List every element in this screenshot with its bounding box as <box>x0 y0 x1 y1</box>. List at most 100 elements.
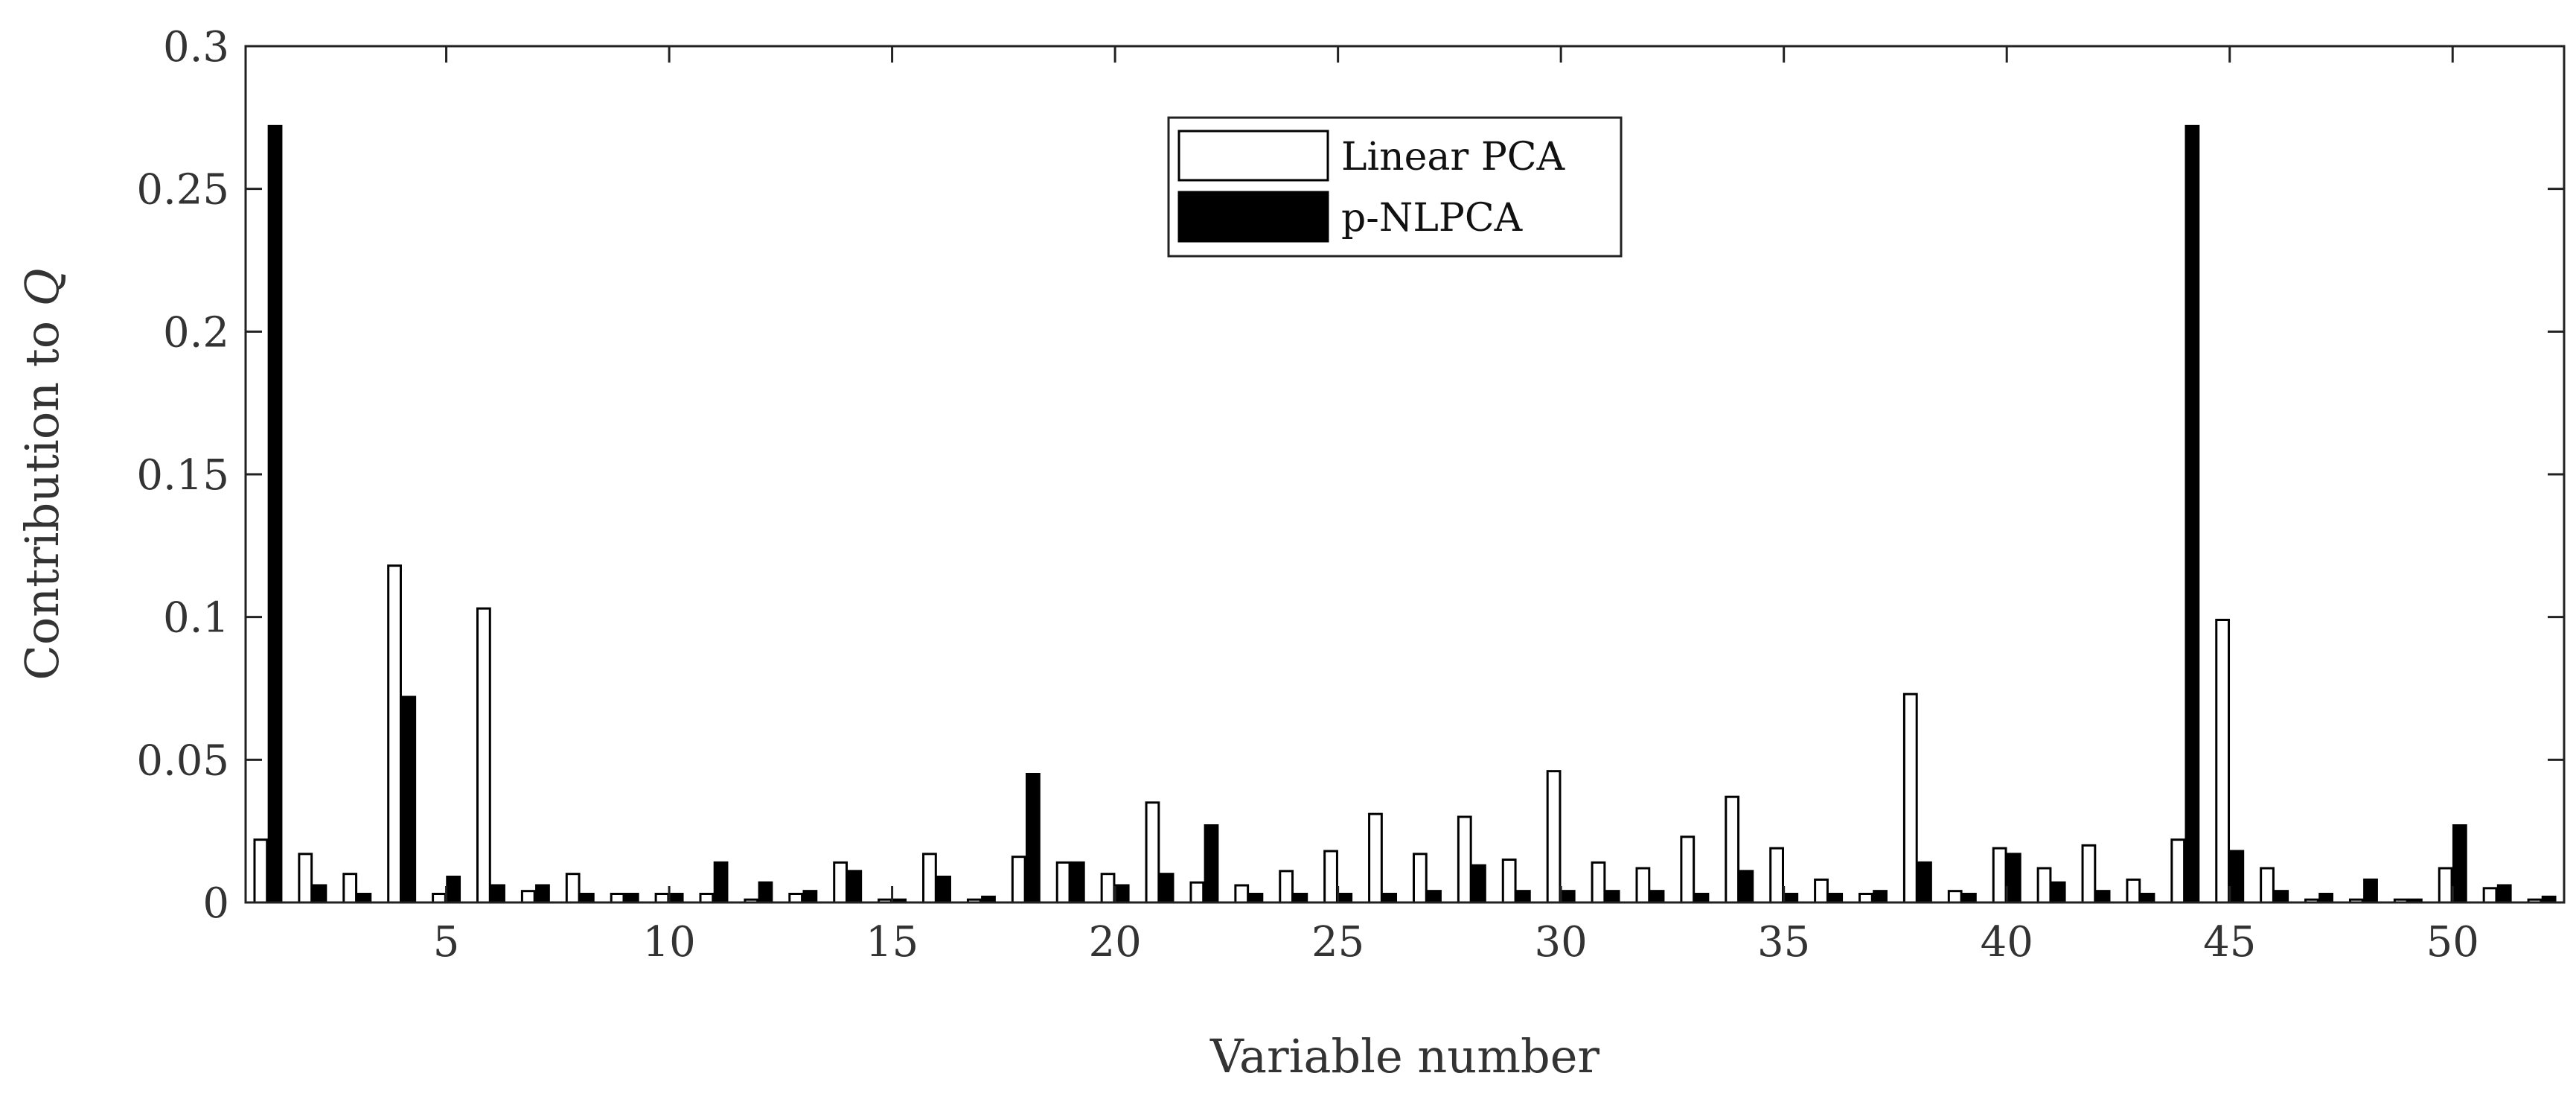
bar-linear-pca-28 <box>1457 815 1472 904</box>
bar-linear-pca-3 <box>342 873 358 904</box>
bar-p-nlpca-5 <box>446 876 461 904</box>
bar-linear-pca-30 <box>1546 770 1562 904</box>
bar-linear-pca-27 <box>1412 853 1428 904</box>
bar-p-nlpca-3 <box>357 893 372 904</box>
bar-p-nlpca-42 <box>2095 890 2111 904</box>
bar-p-nlpca-14 <box>847 870 863 904</box>
y-tick-label-2: 0.1 <box>163 594 229 643</box>
bar-linear-pca-19 <box>1055 861 1071 904</box>
bar-linear-pca-5 <box>432 893 447 904</box>
bar-linear-pca-22 <box>1189 881 1205 904</box>
bar-linear-pca-6 <box>476 607 491 904</box>
bar-p-nlpca-10 <box>668 893 684 904</box>
bar-p-nlpca-27 <box>1427 890 1442 904</box>
bar-p-nlpca-46 <box>2274 890 2289 904</box>
bar-p-nlpca-25 <box>1337 893 1353 904</box>
bar-p-nlpca-47 <box>2318 893 2333 904</box>
bar-p-nlpca-38 <box>1917 861 1932 904</box>
bar-p-nlpca-30 <box>1560 890 1576 904</box>
bar-linear-pca-37 <box>1859 893 1873 904</box>
bar-linear-pca-7 <box>520 890 536 904</box>
x-tick-label-30: 30 <box>1535 918 1588 967</box>
y-axis-title: Contribution to Q <box>15 268 69 680</box>
bar-linear-pca-34 <box>1725 795 1740 904</box>
bar-p-nlpca-21 <box>1159 873 1174 904</box>
bar-p-nlpca-12 <box>758 881 773 904</box>
bar-linear-pca-33 <box>1680 835 1696 904</box>
y-tick-label-0: 0 <box>202 879 229 928</box>
x-tick-label-10: 10 <box>642 918 695 967</box>
bar-linear-pca-21 <box>1145 801 1160 904</box>
x-tick-label-5: 5 <box>433 918 460 967</box>
bar-p-nlpca-6 <box>490 884 505 904</box>
bar-linear-pca-18 <box>1011 856 1026 904</box>
bar-linear-pca-8 <box>565 873 581 904</box>
bar-p-nlpca-22 <box>1204 824 1219 904</box>
bar-p-nlpca-48 <box>2363 878 2378 904</box>
bar-p-nlpca-2 <box>312 884 327 904</box>
bar-p-nlpca-41 <box>2051 881 2066 904</box>
bar-p-nlpca-51 <box>2496 884 2512 904</box>
bar-p-nlpca-8 <box>579 893 595 904</box>
bar-p-nlpca-40 <box>2006 853 2022 904</box>
bar-p-nlpca-1 <box>267 124 283 904</box>
x-tick-label-35: 35 <box>1757 918 1810 967</box>
x-tick-label-15: 15 <box>866 918 918 967</box>
y-tick-label-5: 0.25 <box>136 166 229 214</box>
bar-linear-pca-40 <box>1992 847 2007 904</box>
bar-linear-pca-24 <box>1279 870 1294 904</box>
y-axis-title-text: Contribution to <box>15 306 69 680</box>
bar-p-nlpca-50 <box>2452 824 2467 904</box>
bar-p-nlpca-43 <box>2140 893 2155 904</box>
bar-linear-pca-13 <box>788 893 804 904</box>
bar-linear-pca-23 <box>1234 884 1250 904</box>
bar-p-nlpca-36 <box>1828 893 1844 904</box>
bar-linear-pca-41 <box>2036 867 2052 904</box>
bar-p-nlpca-32 <box>1649 890 1665 904</box>
bar-linear-pca-4 <box>387 564 402 904</box>
bar-linear-pca-9 <box>610 893 625 904</box>
bar-p-nlpca-39 <box>1961 893 1977 904</box>
bar-p-nlpca-35 <box>1783 893 1799 904</box>
bar-p-nlpca-45 <box>2229 850 2245 904</box>
y-tick-label-3: 0.15 <box>136 451 229 500</box>
bar-p-nlpca-20 <box>1114 884 1130 904</box>
bar-linear-pca-1 <box>253 838 269 904</box>
bar-linear-pca-43 <box>2126 878 2141 904</box>
bar-p-nlpca-44 <box>2185 124 2200 904</box>
bar-linear-pca-26 <box>1368 812 1383 904</box>
bar-p-nlpca-18 <box>1026 773 1041 904</box>
x-tick-label-25: 25 <box>1311 918 1364 967</box>
y-tick-label-6: 0.3 <box>163 23 229 71</box>
bar-p-nlpca-23 <box>1248 893 1264 904</box>
bar-p-nlpca-16 <box>936 876 951 904</box>
x-axis-title: Variable number <box>1209 1029 1599 1083</box>
bar-p-nlpca-31 <box>1605 890 1620 904</box>
y-axis-title-symbol: Q <box>15 268 69 306</box>
y-tick-label-4: 0.2 <box>163 308 229 357</box>
bar-linear-pca-10 <box>654 893 670 904</box>
legend: Linear PCA p-NLPCA <box>1167 116 1623 258</box>
bar-linear-pca-36 <box>1814 878 1829 904</box>
bar-linear-pca-11 <box>699 893 715 904</box>
legend-label-linear-pca: Linear PCA <box>1341 135 1566 179</box>
bar-p-nlpca-26 <box>1382 893 1398 904</box>
bar-linear-pca-39 <box>1947 890 1963 904</box>
bar-linear-pca-16 <box>922 853 937 904</box>
bar-p-nlpca-4 <box>401 695 417 904</box>
bar-linear-pca-20 <box>1100 873 1116 904</box>
bars-layer <box>253 124 2557 904</box>
bar-p-nlpca-11 <box>713 861 729 904</box>
x-tick-label-40: 40 <box>1981 918 2033 967</box>
bar-p-nlpca-9 <box>624 893 639 904</box>
bar-linear-pca-46 <box>2260 867 2275 904</box>
bar-linear-pca-2 <box>298 853 313 904</box>
bar-p-nlpca-13 <box>802 890 818 904</box>
bar-linear-pca-38 <box>1902 692 1918 904</box>
bar-linear-pca-31 <box>1591 861 1606 904</box>
bar-linear-pca-50 <box>2438 867 2453 904</box>
legend-label-p-nlpca: p-NLPCA <box>1341 196 1524 241</box>
bar-linear-pca-45 <box>2215 619 2231 904</box>
bar-p-nlpca-19 <box>1070 861 1085 904</box>
bar-linear-pca-14 <box>833 861 848 904</box>
